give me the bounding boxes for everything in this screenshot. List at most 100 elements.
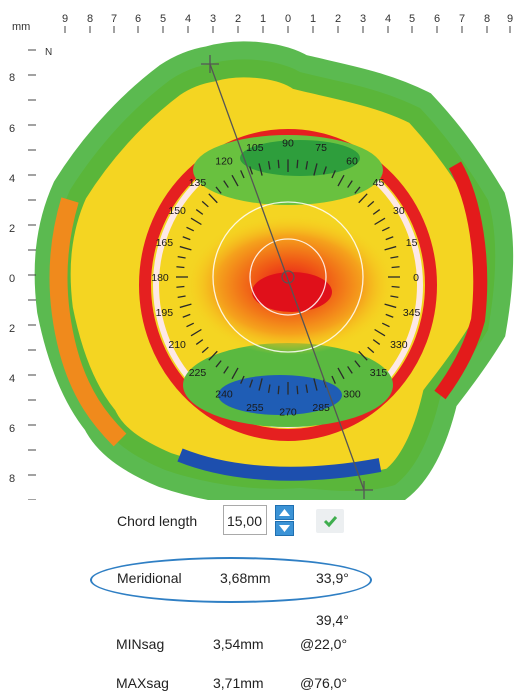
angle-label: 135	[189, 177, 207, 189]
angle-tick	[374, 217, 386, 226]
angle-tick	[296, 159, 299, 169]
top-ruler-label: 3	[210, 13, 216, 25]
chord-length-input[interactable]: 15,00	[223, 505, 267, 535]
angle-tick	[195, 339, 204, 345]
top-ruler-label: 4	[185, 13, 191, 25]
angle-tick	[384, 245, 397, 251]
angle-label: 45	[373, 177, 385, 189]
angle-label: 285	[312, 402, 330, 414]
angle-label: 0	[413, 272, 419, 284]
angle-label: 30	[393, 205, 405, 217]
angle-tick	[186, 226, 195, 232]
angle-tick	[258, 163, 263, 176]
angle-label: 225	[189, 367, 207, 379]
lens-edge-red-right	[434, 161, 488, 400]
angle-label: 195	[156, 307, 174, 319]
top-ruler-label: 9	[62, 13, 68, 25]
apply-button[interactable]	[316, 509, 344, 533]
lens-edge-blue-bottom	[177, 448, 382, 481]
top-ruler-label: 3	[360, 13, 366, 25]
left-ruler-label: 4	[9, 373, 15, 385]
check-icon	[323, 516, 338, 528]
maxsag-angle: @76,0°	[300, 675, 348, 691]
angle-label: 270	[279, 406, 297, 418]
angle-tick	[322, 166, 327, 175]
top-ruler-label: 2	[335, 13, 341, 25]
arrow-up-icon	[279, 509, 290, 516]
angle-tick	[384, 303, 397, 309]
meridian-handle-bottom[interactable]	[355, 481, 373, 499]
angle-tick	[391, 266, 400, 269]
minsag-label: MINsag	[116, 636, 165, 652]
top-ruler-label: 8	[484, 13, 490, 25]
angle-tick	[331, 170, 336, 179]
angle-tick	[305, 161, 309, 170]
angle-tick	[296, 385, 299, 395]
angle-label: 300	[343, 388, 361, 400]
optic-bottom-blue	[218, 375, 342, 415]
top-ruler-label: 5	[160, 13, 166, 25]
arrow-down-icon	[279, 525, 290, 532]
angle-tick	[182, 313, 191, 318]
chord-length-label: Chord length	[117, 513, 198, 529]
center-marker	[281, 270, 295, 284]
spin-up-button[interactable]	[275, 505, 294, 520]
angle-tick	[390, 255, 399, 259]
angle-tick	[208, 350, 218, 361]
angle-tick	[215, 360, 222, 368]
angle-tick	[267, 384, 271, 393]
angle-label: 15	[406, 237, 418, 249]
angle-tick	[267, 161, 271, 170]
angle-tick	[313, 163, 318, 176]
angle-tick	[374, 328, 386, 337]
left-ruler-label: 2	[9, 223, 15, 235]
angle-tick	[277, 159, 280, 169]
angle-tick	[305, 384, 309, 393]
top-ruler-label: 4	[385, 13, 391, 25]
angle-tick	[223, 366, 229, 374]
meridional-angle: 33,9°	[316, 570, 349, 586]
units-label: mm	[12, 21, 30, 33]
meridian-handle-top[interactable]	[201, 55, 219, 73]
angle-label: 120	[215, 156, 233, 168]
top-ruler-label: 5	[409, 13, 415, 25]
left-ruler-label: 6	[9, 123, 15, 135]
angle-label: 180	[151, 272, 169, 284]
angle-label: 90	[282, 138, 294, 150]
left-ruler: 8 6 4 2 0 2 4 6 8	[9, 49, 36, 500]
angle-tick	[176, 285, 185, 288]
angle-tick	[337, 174, 345, 187]
angle-tick	[354, 360, 361, 368]
angle-tick	[215, 186, 222, 194]
angle-tick	[182, 236, 191, 241]
angle-tick	[390, 295, 399, 299]
spin-down-button[interactable]	[275, 521, 294, 536]
angle-tick	[277, 385, 280, 395]
meridional-value: 3,68mm	[220, 570, 271, 586]
angle-tick	[186, 322, 195, 328]
angle-tick	[240, 170, 245, 179]
top-ruler: 9 8 7 6 5 4 3 2 1 0 1 2 3 4 5 6 7 8 9	[62, 13, 513, 33]
angle-label: 345	[403, 307, 421, 319]
top-ruler-label: 7	[111, 13, 117, 25]
angle-tick	[231, 174, 239, 187]
meridional-highlight	[90, 557, 372, 603]
topography-map: 90 75604530150345330315300285270255240225…	[9, 13, 514, 500]
meridian-line[interactable]	[209, 63, 365, 491]
angle-tick	[358, 350, 368, 361]
angle-tick	[331, 375, 336, 384]
angle-ticks	[176, 159, 400, 395]
left-ruler-label: 0	[9, 273, 15, 285]
angle-tick	[372, 209, 381, 215]
left-ruler-label: 8	[9, 72, 15, 84]
angle-tick	[190, 217, 202, 226]
angle-tick	[208, 193, 218, 204]
angle-tick	[367, 200, 375, 208]
angle-tick	[347, 366, 353, 374]
angle-tick	[176, 266, 185, 269]
angle-tick	[177, 255, 186, 259]
angle-tick	[381, 322, 390, 328]
angle-tick	[385, 236, 394, 241]
ref-circle-inner	[249, 238, 327, 316]
meridional-label: Meridional	[117, 570, 182, 586]
